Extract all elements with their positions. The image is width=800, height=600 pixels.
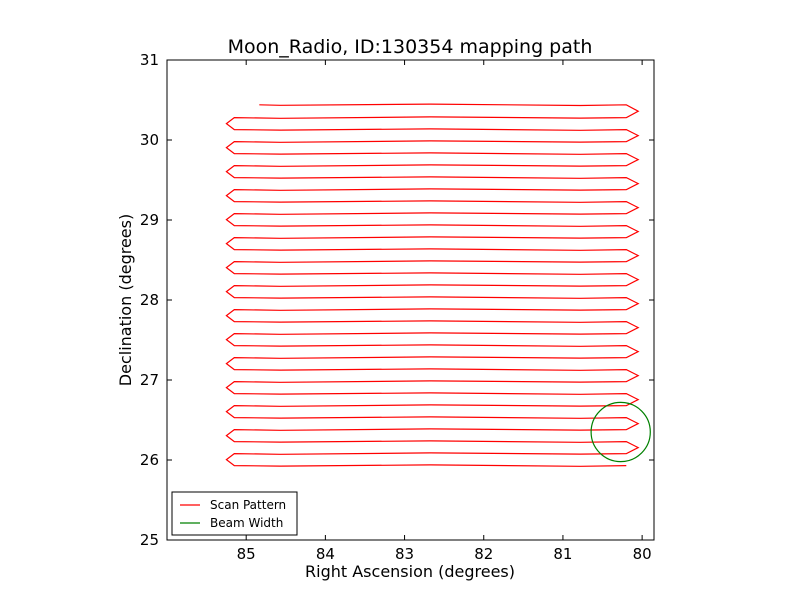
axis-ticks: 85 84 83 82 81 80 25 26 27 28 29 30 31 [140, 51, 654, 563]
x-tick-label: 83 [395, 545, 414, 563]
chart-title: Moon_Radio, ID:130354 mapping path [228, 36, 593, 58]
scan-pattern-line [225, 103, 640, 467]
legend-box [171, 491, 298, 536]
y-tick-label: 26 [140, 451, 159, 469]
legend-label-beam-width: Beam Width [210, 516, 283, 530]
y-tick-label: 30 [140, 131, 159, 149]
y-tick-label: 25 [140, 531, 159, 549]
x-tick-label: 82 [474, 545, 493, 563]
legend: Scan Pattern Beam Width [171, 491, 298, 536]
plot-area [225, 103, 651, 467]
y-tick-label: 31 [140, 51, 159, 69]
x-tick-label: 84 [316, 545, 335, 563]
legend-label-scan-pattern: Scan Pattern [210, 498, 286, 512]
x-tick-label: 81 [553, 545, 572, 563]
y-axis-label: Declination (degrees) [116, 214, 135, 386]
y-tick-label: 29 [140, 211, 159, 229]
x-axis-label: Right Ascension (degrees) [305, 562, 515, 581]
y-tick-label: 28 [140, 291, 159, 309]
beam-width-circle [590, 401, 651, 463]
y-tick-label: 27 [140, 371, 159, 389]
x-tick-label: 85 [237, 545, 256, 563]
x-tick-label: 80 [633, 545, 652, 563]
